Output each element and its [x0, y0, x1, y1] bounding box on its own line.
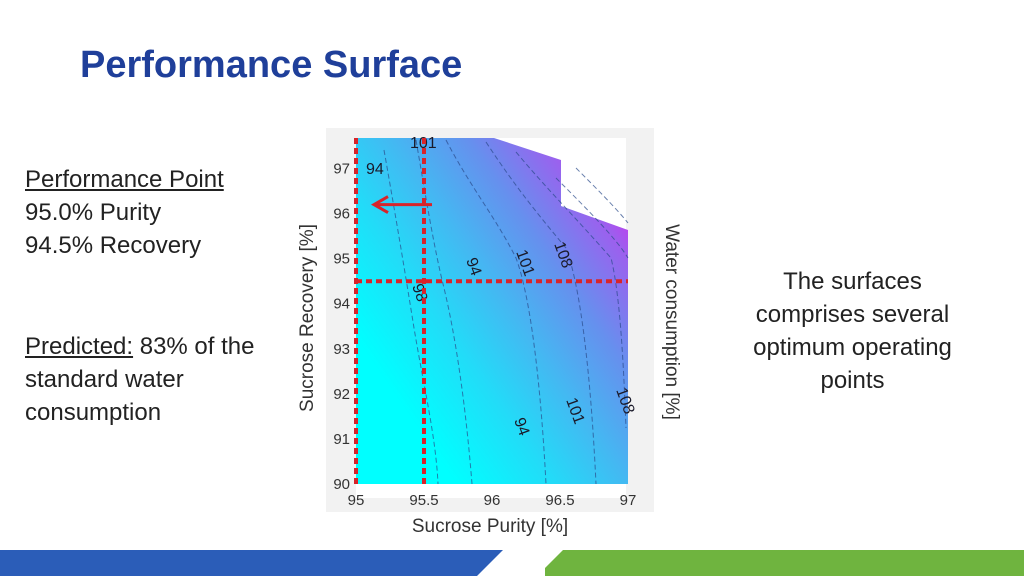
y-tick-label: 94 — [333, 296, 350, 313]
y-tick-label: 97 — [333, 161, 350, 178]
axis-ticks: 95 95.5 96 96.5 97 90 91 92 93 94 95 96 97 — [333, 161, 636, 509]
contour-line — [555, 177, 629, 259]
page-title: Performance Surface — [80, 44, 463, 86]
contour-line — [575, 167, 629, 224]
predicted-text-2: standard water — [25, 366, 184, 393]
y-tick-label: 92 — [333, 386, 350, 403]
predicted-text-3: consumption — [25, 399, 162, 426]
prediction-block: Predicted: 83% of the standard water con… — [25, 330, 254, 429]
note-line-1: The surfaces — [783, 268, 922, 295]
performance-point-markers — [354, 138, 628, 484]
contour-lines — [383, 139, 629, 485]
x-tick-label: 95.5 — [409, 492, 438, 509]
contour-label: 94 — [366, 161, 384, 178]
colorbar-label: Water consumption [%] — [661, 224, 682, 420]
contour-label: 94 — [510, 416, 532, 439]
y-tick-label: 95 — [333, 251, 350, 268]
y-axis-label: Sucrose Recovery [%] — [297, 224, 318, 412]
note-line-3: optimum operating — [753, 334, 952, 361]
footer-bar-blue — [0, 550, 520, 576]
contour-line — [485, 141, 597, 485]
footer-bar-green — [545, 550, 1024, 576]
x-tick-label: 95 — [348, 492, 365, 509]
note-line-4: points — [820, 367, 885, 394]
predicted-text: 83% of the — [133, 333, 255, 360]
contour-line — [415, 139, 473, 485]
y-tick-label: 90 — [333, 476, 350, 493]
purity-value: 95.0% Purity — [25, 199, 162, 226]
contour-line — [383, 149, 439, 485]
x-tick-label: 96.5 — [545, 492, 574, 509]
note-line-2: comprises several — [755, 301, 950, 328]
contour-label: 94 — [462, 256, 484, 279]
surfaces-note: The surfaces comprises several optimum o… — [725, 265, 980, 397]
y-tick-label: 93 — [333, 341, 350, 358]
contour-chart: 94989410110894101108101 9595.59696.59790… — [326, 128, 654, 512]
x-tick-label: 97 — [620, 492, 637, 509]
y-tick-label: 91 — [333, 431, 350, 448]
x-tick-label: 96 — [484, 492, 501, 509]
arrow-head — [370, 195, 389, 214]
y-tick-label: 96 — [333, 206, 350, 223]
performance-point-heading: Performance Point — [25, 166, 224, 193]
contour-line — [445, 139, 547, 485]
performance-point-block: Performance Point 95.0% Purity 94.5% Rec… — [25, 163, 224, 262]
contour-line — [515, 151, 627, 429]
predicted-label: Predicted: — [25, 333, 134, 360]
surface-fill — [356, 138, 628, 484]
recovery-value: 94.5% Recovery — [25, 232, 202, 259]
x-axis-label: Sucrose Purity [%] — [411, 516, 569, 537]
